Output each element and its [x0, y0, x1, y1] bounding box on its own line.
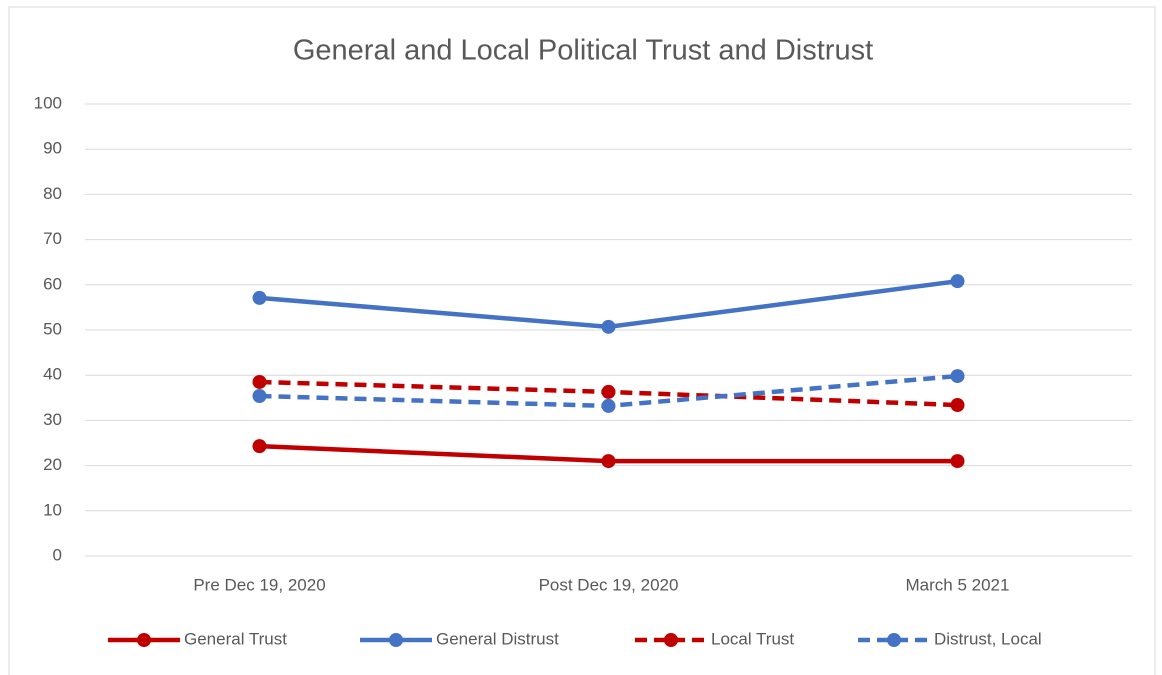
- point: [252, 388, 267, 403]
- y-tick-label: 20: [43, 455, 62, 474]
- y-tick-label: 80: [43, 184, 62, 203]
- y-tick-label: 0: [53, 545, 62, 564]
- y-tick-label: 10: [43, 500, 62, 519]
- point: [601, 319, 616, 334]
- point: [252, 290, 267, 305]
- point: [950, 369, 965, 384]
- y-tick-label: 60: [43, 274, 62, 293]
- point: [950, 274, 965, 289]
- y-tick-label: 30: [43, 410, 62, 429]
- point: [252, 374, 267, 389]
- chart-title: General and Local Political Trust and Di…: [293, 35, 873, 67]
- legend-label: Local Trust: [711, 629, 794, 648]
- point: [252, 439, 267, 454]
- point: [950, 398, 965, 413]
- legend-marker: [137, 633, 151, 647]
- x-tick-label: Post Dec 19, 2020: [539, 575, 679, 594]
- x-tick-label: Pre Dec 19, 2020: [193, 575, 325, 594]
- y-tick-label: 90: [43, 139, 62, 158]
- point: [601, 454, 616, 469]
- legend-marker: [887, 633, 901, 647]
- chart-frame: [8, 6, 1156, 675]
- y-tick-label: 70: [43, 229, 62, 248]
- legend-label: Distrust, Local: [934, 629, 1042, 648]
- legend-label: General Trust: [184, 629, 287, 648]
- point: [950, 454, 965, 469]
- y-tick-label: 100: [34, 93, 62, 112]
- x-tick-label: March 5 2021: [906, 575, 1010, 594]
- y-tick-label: 40: [43, 365, 62, 384]
- legend-marker: [664, 633, 678, 647]
- point: [601, 384, 616, 399]
- legend-marker: [389, 633, 403, 647]
- point: [601, 398, 616, 413]
- legend-label: General Distrust: [436, 629, 559, 648]
- y-tick-label: 50: [43, 319, 62, 338]
